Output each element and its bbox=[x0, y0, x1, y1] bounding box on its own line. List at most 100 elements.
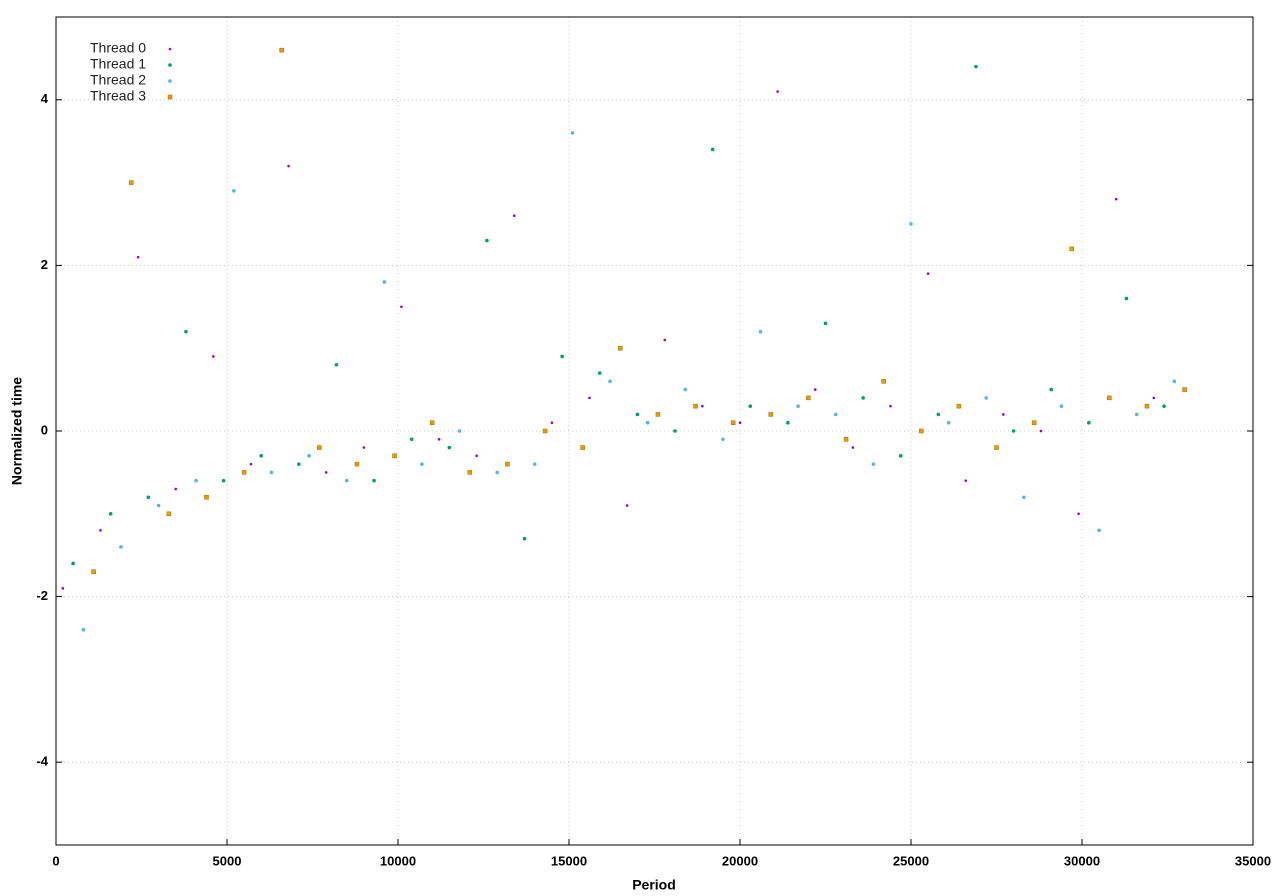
point bbox=[1077, 512, 1080, 516]
point bbox=[136, 255, 140, 259]
point bbox=[522, 536, 527, 541]
point bbox=[317, 445, 322, 450]
point bbox=[475, 454, 478, 458]
point bbox=[796, 404, 800, 408]
point bbox=[429, 420, 435, 425]
point bbox=[1097, 528, 1101, 533]
point bbox=[184, 329, 188, 334]
point bbox=[608, 379, 612, 384]
point bbox=[964, 479, 968, 482]
point bbox=[786, 420, 790, 425]
point bbox=[166, 511, 172, 517]
point bbox=[392, 453, 397, 459]
point bbox=[635, 412, 640, 417]
point bbox=[909, 222, 913, 226]
point bbox=[655, 412, 661, 417]
point bbox=[673, 429, 677, 433]
x-tick-label: 10000 bbox=[380, 853, 416, 868]
point bbox=[625, 504, 629, 507]
point bbox=[99, 529, 102, 532]
point bbox=[354, 461, 360, 467]
point bbox=[580, 445, 585, 450]
point bbox=[851, 446, 855, 449]
point bbox=[1002, 413, 1005, 416]
point bbox=[663, 338, 667, 342]
point bbox=[533, 462, 537, 466]
point bbox=[1152, 396, 1156, 400]
point bbox=[128, 180, 134, 185]
point bbox=[956, 403, 962, 409]
x-tick-label: 5000 bbox=[213, 853, 242, 868]
point bbox=[871, 462, 876, 466]
point bbox=[738, 421, 742, 425]
y-tick-label: -4 bbox=[36, 754, 48, 769]
point bbox=[362, 446, 366, 449]
point bbox=[485, 238, 489, 243]
point bbox=[693, 403, 698, 409]
point bbox=[550, 421, 554, 425]
x-tick-label: 20000 bbox=[722, 853, 758, 868]
point bbox=[505, 461, 510, 467]
point bbox=[495, 470, 499, 475]
point bbox=[232, 189, 236, 193]
point bbox=[241, 470, 247, 475]
x-tick-label: 15000 bbox=[551, 853, 587, 868]
x-tick-label: 35000 bbox=[1235, 853, 1271, 868]
series bbox=[91, 47, 1187, 575]
point bbox=[542, 428, 548, 434]
legend-marker bbox=[168, 47, 172, 51]
point bbox=[926, 272, 930, 275]
point bbox=[833, 412, 838, 417]
legend-label: Thread 3 bbox=[90, 88, 146, 104]
legend-marker bbox=[167, 94, 173, 100]
x-axis-title: Period bbox=[632, 877, 676, 893]
legend-label: Thread 1 bbox=[90, 56, 146, 72]
point bbox=[768, 412, 774, 417]
point bbox=[221, 478, 226, 483]
point bbox=[307, 454, 311, 458]
point bbox=[683, 387, 688, 392]
y-tick-label: 4 bbox=[41, 91, 49, 106]
point bbox=[334, 362, 339, 367]
point bbox=[324, 471, 328, 474]
point bbox=[823, 321, 828, 326]
point bbox=[776, 90, 779, 93]
point bbox=[1114, 197, 1118, 201]
point bbox=[1087, 420, 1091, 425]
legend-marker bbox=[168, 63, 172, 67]
y-tick-label: -2 bbox=[36, 588, 48, 603]
point bbox=[91, 569, 96, 575]
point bbox=[287, 164, 290, 168]
point bbox=[813, 388, 817, 391]
point bbox=[259, 454, 264, 458]
point bbox=[588, 396, 591, 400]
point bbox=[146, 495, 151, 500]
point bbox=[108, 512, 113, 516]
point bbox=[1182, 387, 1187, 392]
legend-marker bbox=[168, 79, 172, 83]
point bbox=[420, 462, 424, 466]
point bbox=[645, 420, 650, 425]
point bbox=[447, 445, 452, 450]
point bbox=[701, 404, 704, 408]
point bbox=[919, 428, 924, 434]
point bbox=[1162, 404, 1166, 408]
point bbox=[560, 354, 564, 359]
plot-frame bbox=[55, 16, 1254, 846]
point bbox=[984, 396, 989, 400]
series bbox=[81, 131, 1177, 632]
point bbox=[1022, 495, 1026, 500]
point bbox=[249, 462, 253, 466]
x-tick-label: 25000 bbox=[893, 853, 929, 868]
point bbox=[61, 587, 65, 590]
point bbox=[81, 627, 86, 632]
point bbox=[758, 329, 763, 334]
point bbox=[382, 280, 387, 284]
point bbox=[570, 131, 575, 135]
point bbox=[710, 147, 715, 152]
series bbox=[71, 64, 1166, 566]
point bbox=[372, 478, 376, 483]
